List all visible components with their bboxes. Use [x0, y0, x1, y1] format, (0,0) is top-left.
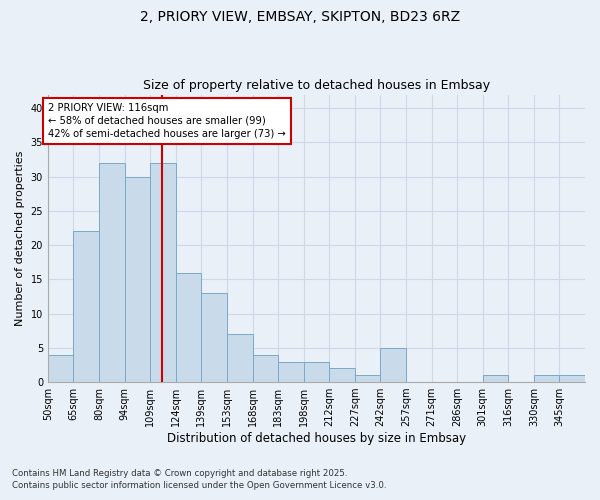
Bar	[73, 232, 99, 382]
Bar	[253, 354, 278, 382]
Bar	[99, 163, 125, 382]
Bar	[125, 176, 150, 382]
Bar	[278, 362, 304, 382]
Y-axis label: Number of detached properties: Number of detached properties	[15, 150, 25, 326]
Bar	[380, 348, 406, 382]
Title: Size of property relative to detached houses in Embsay: Size of property relative to detached ho…	[143, 79, 490, 92]
Bar	[227, 334, 253, 382]
Text: 2 PRIORY VIEW: 116sqm
← 58% of detached houses are smaller (99)
42% of semi-deta: 2 PRIORY VIEW: 116sqm ← 58% of detached …	[49, 103, 286, 139]
Bar	[150, 163, 176, 382]
Bar	[48, 354, 73, 382]
Bar	[329, 368, 355, 382]
Text: 2, PRIORY VIEW, EMBSAY, SKIPTON, BD23 6RZ: 2, PRIORY VIEW, EMBSAY, SKIPTON, BD23 6R…	[140, 10, 460, 24]
Bar	[176, 272, 202, 382]
Bar	[534, 375, 559, 382]
X-axis label: Distribution of detached houses by size in Embsay: Distribution of detached houses by size …	[167, 432, 466, 445]
Bar	[202, 293, 227, 382]
Bar	[355, 375, 380, 382]
Bar	[304, 362, 329, 382]
Bar	[559, 375, 585, 382]
Text: Contains HM Land Registry data © Crown copyright and database right 2025.
Contai: Contains HM Land Registry data © Crown c…	[12, 468, 386, 490]
Bar	[482, 375, 508, 382]
